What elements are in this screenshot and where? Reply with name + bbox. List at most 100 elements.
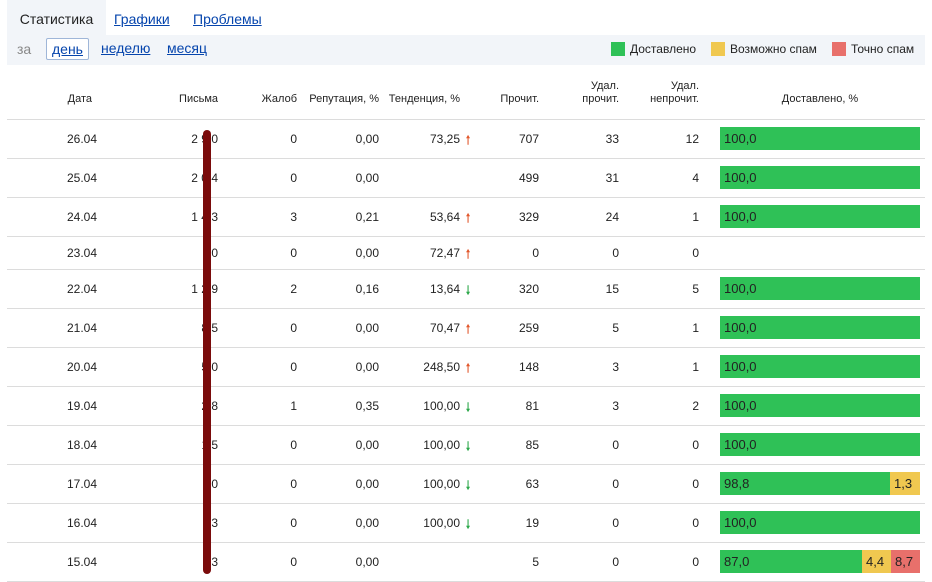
cell-reputation: 0,21 — [355, 210, 379, 224]
header-deleted-read[interactable]: Удал. прочит. — [557, 80, 619, 106]
arrow-up-icon: 🠑 — [465, 361, 471, 375]
cell-reputation: 0,00 — [355, 132, 379, 146]
cell-complaints: 0 — [290, 171, 297, 185]
delivery-bar[interactable]: 100,0 — [720, 394, 920, 417]
cell-date: 24.04 — [66, 210, 97, 224]
cell-trend: 100,00 — [423, 516, 460, 530]
cell-date: 22.04 — [66, 282, 97, 296]
cell-reputation: 0,00 — [355, 171, 379, 185]
cell-deleted-unread: 4 — [692, 171, 699, 185]
header-date[interactable]: Дата — [67, 93, 92, 105]
cell-complaints: 0 — [290, 438, 297, 452]
cell-letters: 0 — [211, 477, 218, 491]
arrow-down-icon: 🠓 — [465, 478, 471, 492]
delivery-bar[interactable]: 100,0 — [720, 166, 920, 189]
header-reputation[interactable]: Репутация, % — [309, 93, 379, 105]
header-letters[interactable]: Письма — [179, 93, 218, 105]
tab-graphs[interactable]: Графики — [114, 11, 170, 27]
delivery-segment-delivered: 100,0 — [720, 355, 920, 378]
cell-deleted-read: 3 — [612, 399, 619, 413]
period-day-button[interactable]: день — [46, 38, 89, 60]
delivery-segment-delivered: 100,0 — [720, 166, 920, 189]
cell-read: 320 — [518, 282, 539, 296]
cell-trend: 100,00 — [423, 438, 460, 452]
cell-reputation: 0,00 — [355, 360, 379, 374]
delivery-segment-spam: 8,7 — [891, 550, 920, 573]
cell-trend: 100,00 — [423, 399, 460, 413]
header-complaints[interactable]: Жалоб — [261, 93, 297, 105]
cell-deleted-unread: 1 — [692, 321, 699, 335]
cell-deleted-unread: 0 — [692, 246, 699, 260]
cell-complaints: 0 — [290, 477, 297, 491]
cell-read: 329 — [518, 210, 539, 224]
cell-reputation: 0,00 — [355, 555, 379, 569]
legend-delivered: Доставлено — [611, 41, 696, 57]
header-delivered-pct[interactable]: Доставлено, % — [781, 93, 859, 105]
cell-deleted-unread: 12 — [685, 132, 699, 146]
delivery-segment-delivered: 98,8 — [720, 472, 890, 495]
cell-read: 148 — [518, 360, 539, 374]
tab-statistics[interactable]: Статистика — [7, 0, 106, 35]
cell-date: 23.04 — [66, 246, 97, 260]
delivery-segment-delivered: 100,0 — [720, 316, 920, 339]
cell-date: 18.04 — [66, 438, 97, 452]
cell-complaints: 0 — [290, 132, 297, 146]
delivery-bar[interactable]: 100,0 — [720, 316, 920, 339]
cell-trend: 70,47 — [429, 321, 460, 335]
cell-complaints: 0 — [290, 555, 297, 569]
cell-reputation: 0,00 — [355, 321, 379, 335]
delivery-bar[interactable]: 100,0 — [720, 277, 920, 300]
delivery-bar[interactable]: 100,0 — [720, 355, 920, 378]
cell-deleted-read: 0 — [612, 555, 619, 569]
arrow-up-icon: 🠑 — [465, 133, 471, 147]
cell-deleted-read: 24 — [605, 210, 619, 224]
cell-reputation: 0,00 — [355, 246, 379, 260]
redaction-mark — [203, 130, 211, 574]
tab-bar: Статистика Графики Проблемы — [0, 0, 932, 35]
header-trend[interactable]: Тенденция, % — [388, 93, 460, 105]
cell-complaints: 1 — [290, 399, 297, 413]
cell-deleted-unread: 0 — [692, 516, 699, 530]
cell-deleted-read: 15 — [605, 282, 619, 296]
tab-problems[interactable]: Проблемы — [193, 11, 262, 27]
header-read[interactable]: Прочит. — [500, 93, 539, 105]
cell-deleted-read: 31 — [605, 171, 619, 185]
table-row: 16.04 3 0 0,00 100,00 🠓 19 0 0 100,0 — [7, 503, 925, 543]
cell-complaints: 3 — [290, 210, 297, 224]
cell-read: 0 — [532, 246, 539, 260]
cell-date: 20.04 — [66, 360, 97, 374]
period-month-link[interactable]: месяц — [167, 40, 208, 56]
cell-trend: 100,00 — [423, 477, 460, 491]
cell-deleted-read: 0 — [612, 438, 619, 452]
cell-deleted-read: 5 — [612, 321, 619, 335]
period-week-link[interactable]: неделю — [101, 40, 151, 56]
cell-trend: 13,64 — [429, 282, 460, 296]
cell-read: 63 — [525, 477, 539, 491]
cell-date: 21.04 — [66, 321, 97, 335]
cell-read: 707 — [518, 132, 539, 146]
delivery-bar[interactable]: 100,0 — [720, 511, 920, 534]
cell-date: 17.04 — [66, 477, 97, 491]
cell-trend: 73,25 — [429, 132, 460, 146]
delivery-bar[interactable]: 100,0 — [720, 205, 920, 228]
legend-swatch-spam — [832, 42, 846, 56]
arrow-down-icon: 🠓 — [465, 517, 471, 531]
cell-deleted-unread: 0 — [692, 477, 699, 491]
delivery-bar[interactable]: 100,0 — [720, 433, 920, 456]
delivery-bar[interactable]: 98,8 1,3 — [720, 472, 920, 495]
header-deleted-unread[interactable]: Удал. непрочит. — [627, 80, 699, 106]
delivery-bar[interactable]: 100,0 — [720, 127, 920, 150]
cell-deleted-unread: 0 — [692, 555, 699, 569]
delivery-bar[interactable]: 87,0 4,4 8,7 — [720, 550, 920, 573]
cell-read: 499 — [518, 171, 539, 185]
header-deleted-unread-line2: непрочит. — [650, 93, 699, 105]
cell-date: 19.04 — [66, 399, 97, 413]
delivery-segment-delivered: 100,0 — [720, 127, 920, 150]
cell-deleted-unread: 1 — [692, 210, 699, 224]
delivery-segment-delivered: 100,0 — [720, 394, 920, 417]
